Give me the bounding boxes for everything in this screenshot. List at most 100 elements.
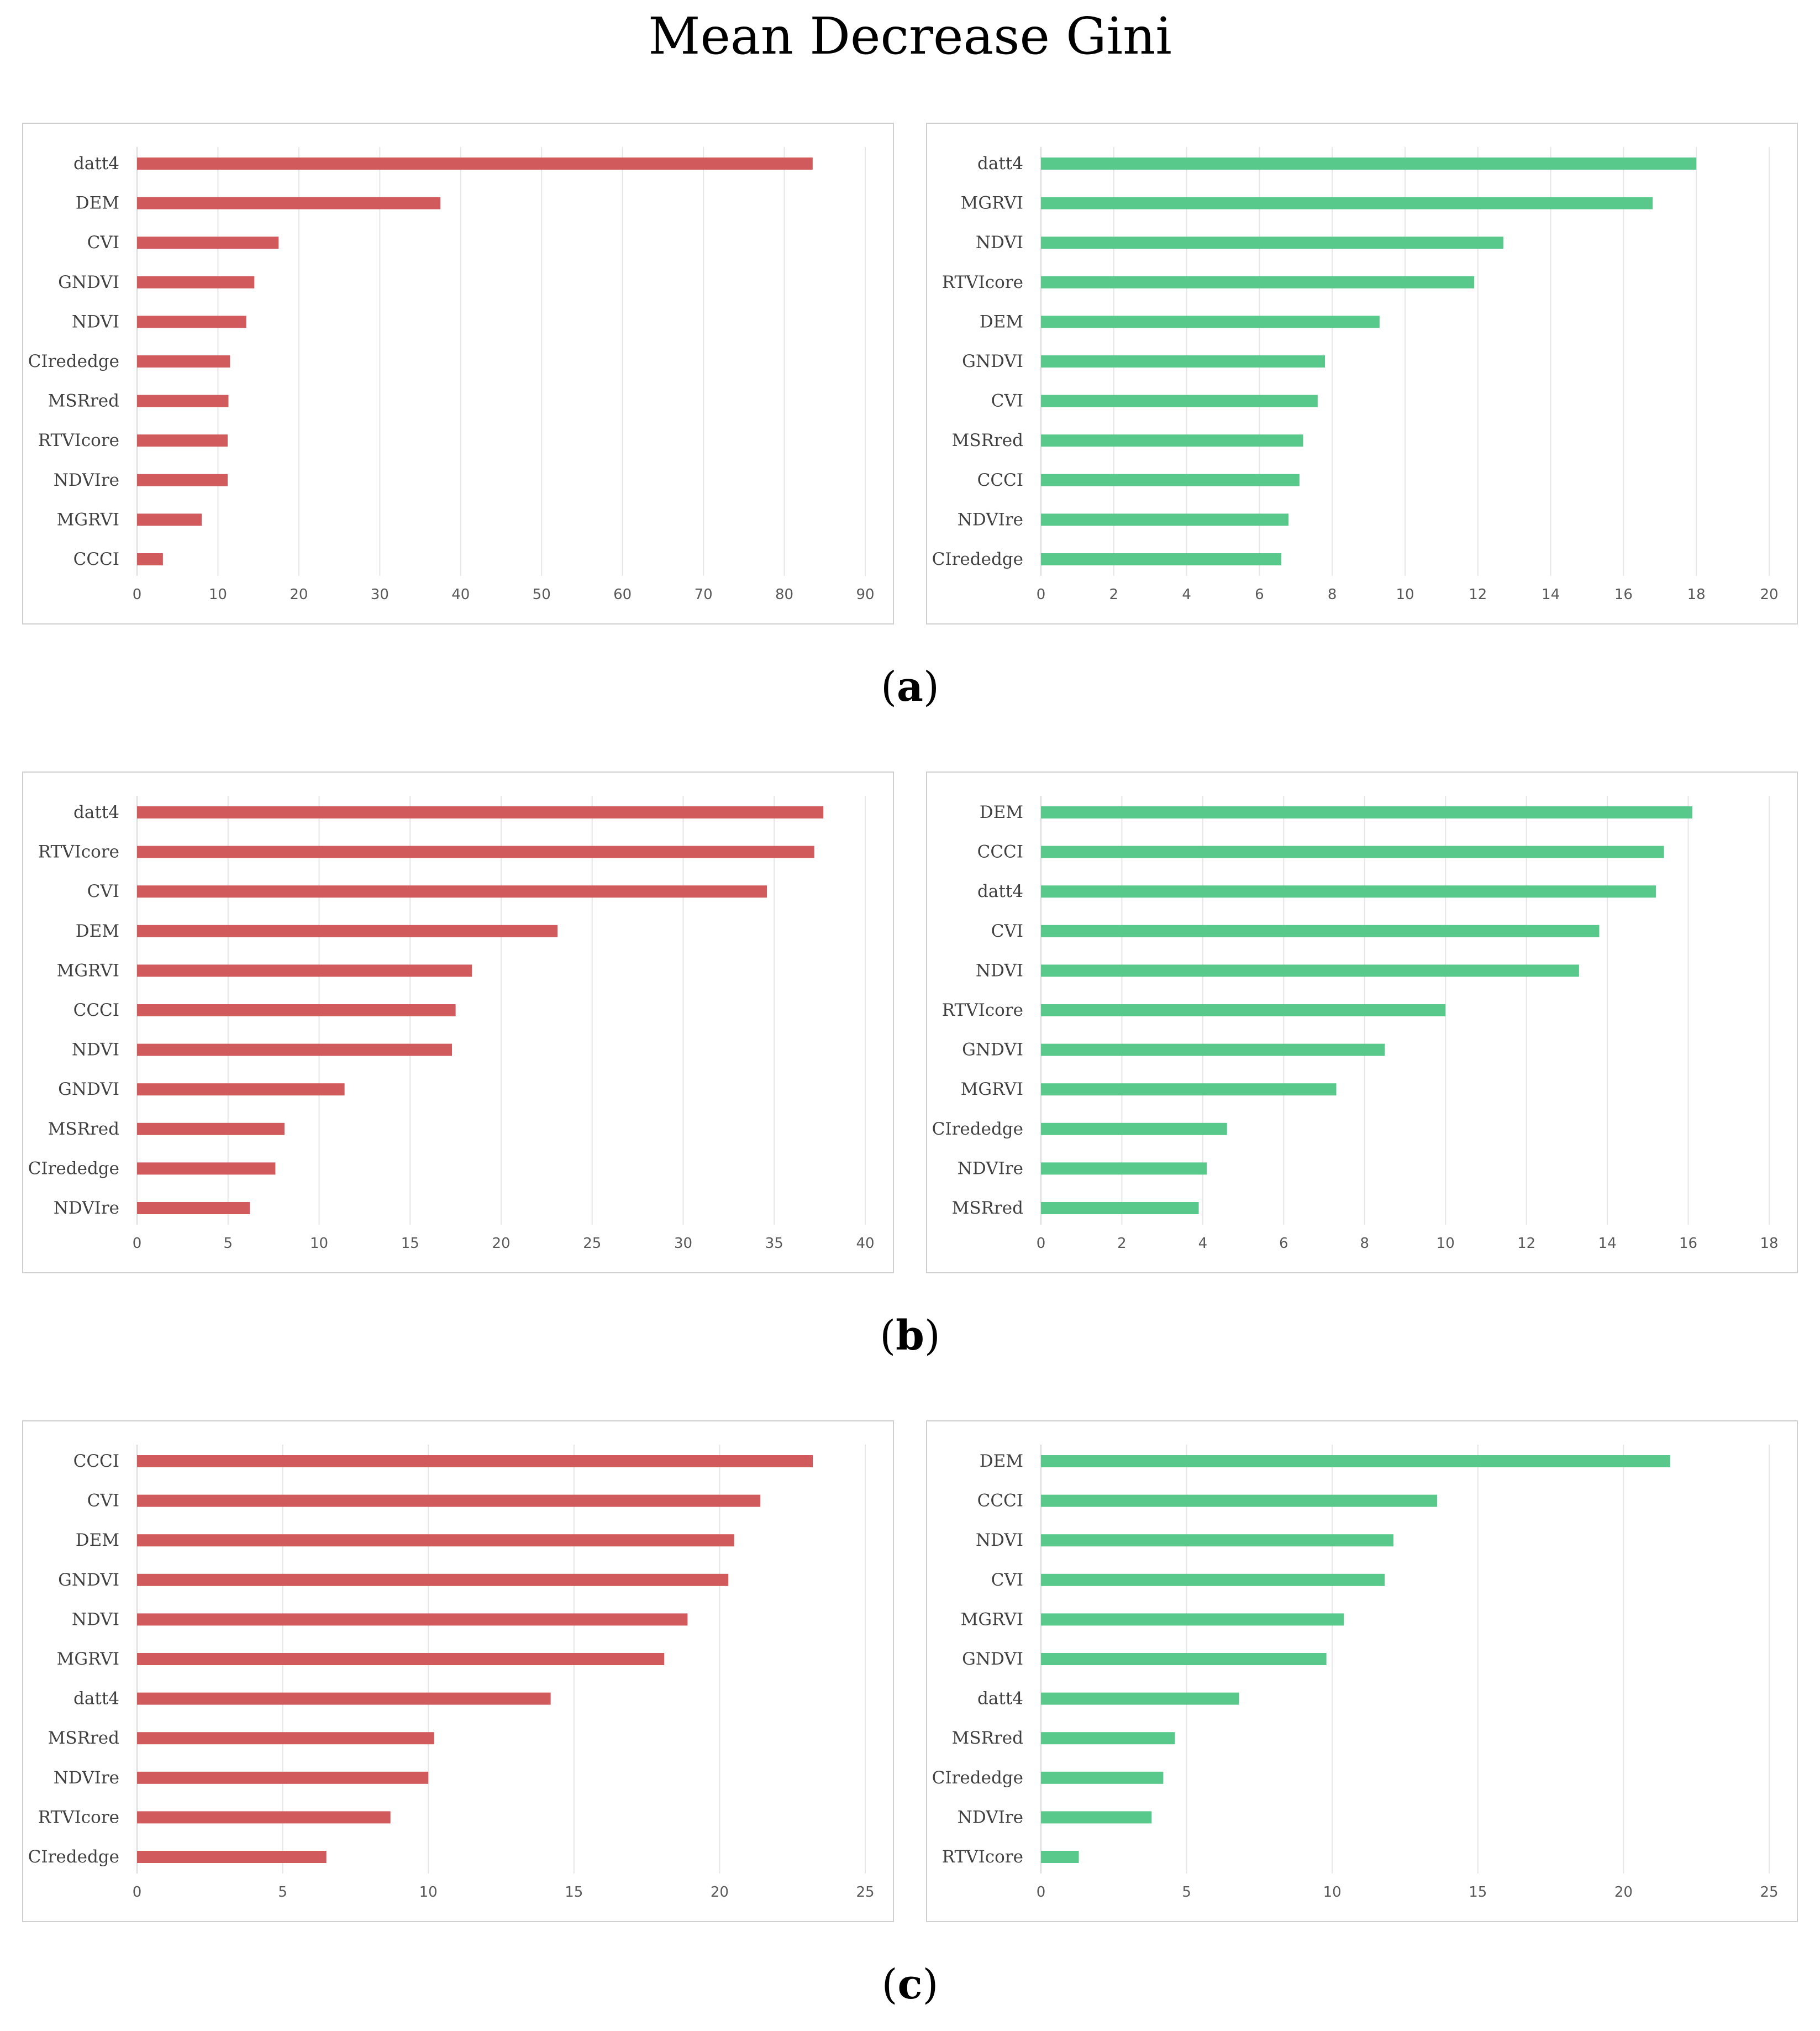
- category-label: NDVIre: [958, 1807, 1023, 1827]
- bar-NDVI: [1041, 237, 1503, 249]
- chart-b-left-svg: 0 5 10 15 20 25 30 35 40 datt4 RTVIcore CVI DEM MGRVI…: [28, 796, 875, 1252]
- bar-CCCI: [1041, 846, 1664, 858]
- x-tick-label: 15: [565, 1884, 583, 1901]
- x-tick-label: 10: [209, 586, 227, 603]
- bar-CCCI: [137, 1004, 456, 1016]
- category-label: GNDVI: [58, 272, 119, 292]
- x-tick-label: 0: [133, 586, 142, 603]
- x-tick-label: 20: [711, 1884, 729, 1901]
- category-label: DEM: [76, 1530, 119, 1550]
- category-label: RTVIcore: [38, 842, 119, 862]
- x-tick-label: 6: [1279, 1235, 1288, 1252]
- x-tick-label: 10: [1396, 586, 1414, 603]
- x-tick-label: 30: [674, 1235, 692, 1252]
- bar-datt4: [1041, 158, 1697, 170]
- bar-GNDVI: [137, 1083, 345, 1096]
- chart-c-right: 0 5 10 15 20 25 DEM CCCI NDVI CVI MGRVI GNDVI datt4 M…: [926, 1420, 1798, 1922]
- category-label: NDVI: [72, 1040, 119, 1060]
- bar-CCCI: [137, 553, 163, 565]
- bar-MGRVI: [1041, 1613, 1344, 1626]
- category-label: DEM: [980, 1451, 1023, 1471]
- category-label: CVI: [87, 881, 119, 901]
- bar-DEM: [137, 197, 441, 209]
- bar-DEM: [137, 1534, 734, 1547]
- x-tick-label: 80: [775, 586, 793, 603]
- x-tick-label: 15: [401, 1235, 419, 1252]
- category-label: DEM: [980, 312, 1023, 332]
- category-label: MGRVI: [57, 510, 119, 529]
- x-tick-label: 50: [533, 586, 551, 603]
- x-tick-label: 20: [290, 586, 308, 603]
- x-tick-label: 40: [856, 1235, 874, 1252]
- x-tick-label: 40: [451, 586, 470, 603]
- category-label: GNDVI: [962, 1040, 1023, 1060]
- chart-c-right-svg: 0 5 10 15 20 25 DEM CCCI NDVI CVI MGRVI GNDVI datt4 M…: [932, 1445, 1779, 1901]
- category-label: NDVI: [72, 1609, 119, 1629]
- x-tick-label: 12: [1469, 586, 1487, 603]
- category-label: NDVIre: [54, 1768, 119, 1788]
- bar-NDVI: [1041, 964, 1579, 977]
- x-tick-label: 0: [133, 1235, 142, 1252]
- x-tick-label: 5: [278, 1884, 287, 1901]
- chart-b-right-svg: 0 2 4 6 8 10 12 14 16 18 DEM CCCI datt4 CVI NDVI RTVIco…: [932, 796, 1779, 1252]
- panel-label-a: (a): [881, 663, 939, 711]
- category-label: MSRred: [48, 1119, 119, 1139]
- category-label: NDVIre: [958, 510, 1023, 529]
- bar-CVI: [1041, 1573, 1385, 1586]
- category-label: RTVIcore: [38, 1807, 119, 1827]
- x-tick-label: 2: [1109, 586, 1119, 603]
- x-tick-label: 10: [310, 1235, 328, 1252]
- category-label: CVI: [87, 1491, 119, 1511]
- category-label: NDVI: [72, 312, 119, 332]
- x-tick-label: 30: [371, 586, 389, 603]
- bar-GNDVI: [1041, 1653, 1327, 1665]
- x-tick-label: 35: [765, 1235, 783, 1252]
- category-label: RTVIcore: [942, 1000, 1023, 1020]
- category-label: CCCI: [977, 842, 1023, 862]
- x-tick-label: 8: [1328, 586, 1337, 603]
- x-tick-label: 12: [1517, 1235, 1535, 1252]
- x-tick-label: 10: [1323, 1884, 1342, 1901]
- bar-DEM: [1041, 806, 1692, 818]
- bar-datt4: [1041, 885, 1656, 898]
- bar-RTVIcore: [1041, 1004, 1446, 1016]
- category-label: datt4: [977, 881, 1023, 901]
- category-label: MSRred: [48, 391, 119, 411]
- bar-DEM: [1041, 1455, 1670, 1467]
- chart-a-right-svg: 0 2 4 6 8 10 12 14 16 18 20 datt4 MGRVI NDVI RTVIcore D…: [932, 147, 1779, 603]
- x-tick-label: 0: [1037, 1235, 1046, 1252]
- bar-CCCI: [137, 1455, 813, 1467]
- x-tick-label: 14: [1598, 1235, 1617, 1252]
- bar-CIrededge: [1041, 1771, 1164, 1784]
- bar-NDVIre: [1041, 513, 1289, 526]
- category-label: MGRVI: [57, 1649, 119, 1669]
- bar-NDVIre: [137, 1771, 429, 1784]
- x-tick-label: 70: [695, 586, 713, 603]
- category-label: NDVIre: [54, 470, 119, 490]
- category-label: MGRVI: [961, 1079, 1023, 1099]
- bar-MGRVI: [137, 1653, 665, 1665]
- x-tick-label: 25: [583, 1235, 601, 1252]
- category-label: DEM: [76, 193, 119, 213]
- chart-a-left: 0 10 20 30 40 50 60 70 80 90 datt4 DEM CVI GNDVI NDVI C…: [22, 123, 894, 624]
- category-label: CIrededge: [28, 1158, 119, 1178]
- bar-MGRVI: [1041, 1083, 1337, 1096]
- bar-DEM: [137, 925, 558, 937]
- bar-CCCI: [1041, 474, 1300, 486]
- bar-RTVIcore: [137, 846, 814, 858]
- category-label: MGRVI: [961, 1609, 1023, 1629]
- x-tick-label: 20: [1760, 586, 1778, 603]
- x-tick-label: 4: [1182, 586, 1191, 603]
- category-label: MGRVI: [57, 961, 119, 980]
- x-tick-label: 16: [1614, 586, 1633, 603]
- bar-CIrededge: [1041, 1122, 1227, 1135]
- category-label: CVI: [991, 1570, 1023, 1590]
- bar-MSRred: [137, 1122, 285, 1135]
- category-label: CIrededge: [932, 1119, 1023, 1139]
- category-label: RTVIcore: [38, 431, 119, 450]
- x-tick-label: 25: [1760, 1884, 1778, 1901]
- bar-RTVIcore: [137, 1811, 391, 1824]
- category-label: CCCI: [977, 1491, 1023, 1511]
- category-label: CVI: [991, 391, 1023, 411]
- category-label: GNDVI: [58, 1570, 119, 1590]
